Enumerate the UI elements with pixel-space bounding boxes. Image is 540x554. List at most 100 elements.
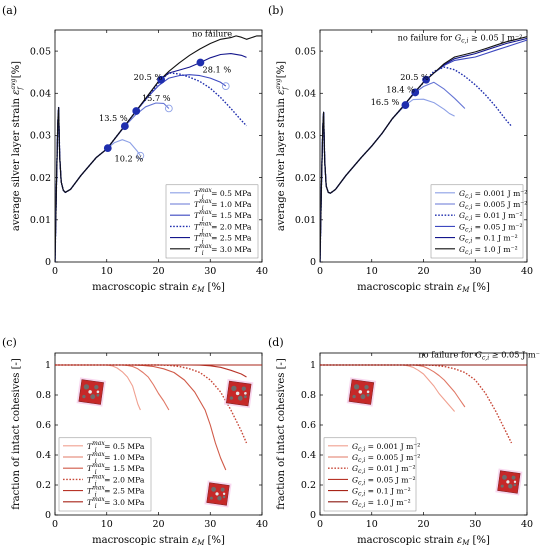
y-tick-label: 0.05 <box>30 46 51 57</box>
annotation-label: 16.5 % <box>371 97 400 107</box>
x-tick-label: 30 <box>469 519 481 530</box>
y-tick-label: 0 <box>310 257 316 268</box>
x-tick-label: 0 <box>317 266 323 277</box>
legend-label: Gc,i = 0.01 J m⁻² <box>352 464 416 475</box>
y-tick-label: 1 <box>45 360 51 371</box>
x-tick-label: 30 <box>204 519 216 530</box>
y-tick-label: 0.2 <box>301 480 316 491</box>
x-tick-label: 0 <box>52 519 58 530</box>
y-tick-label: 0.8 <box>301 390 316 401</box>
legend-label: Gc,i = 0.05 J m⁻² <box>352 475 416 486</box>
failure-marker <box>422 75 430 84</box>
failure-marker-open <box>165 104 173 113</box>
mesh-inset-image <box>346 377 377 407</box>
y-axis-label: fraction of intact cohesives [-] <box>276 358 287 510</box>
chart-panel-a: (a) 0 10 20 30 40 0 0.01 0.02 0.03 0.04 0.05 macrosc… <box>2 4 268 294</box>
legend-label: Tmax i = 3.0 MPa <box>194 243 252 257</box>
x-tick-label: 10 <box>101 266 113 277</box>
legend-label: Tmax i = 2.0 MPa <box>194 220 252 234</box>
legend: Gc,i = 0.001 J m⁻²Gc,i = 0.005 J m⁻²Gc,i… <box>323 437 420 512</box>
chart-panel-d: (d) 0 10 20 30 40 0 0.2 0.4 0.6 0.8 1 macroscopic st… <box>268 336 540 547</box>
legend-label: Gc,i = 0.1 J m⁻² <box>459 234 518 245</box>
y-tick-label: 0.2 <box>36 480 51 491</box>
y-tick-label: 0.04 <box>30 88 51 99</box>
annotation-label: 28.1 % <box>202 65 231 75</box>
x-axis-label: macroscopic strain εM [%] <box>357 282 490 294</box>
x-tick-label: 10 <box>366 266 378 277</box>
mesh-inset-image <box>204 480 232 508</box>
mesh-inset-image <box>76 377 106 407</box>
legend-label: Tmax i = 1.0 MPa <box>194 198 252 212</box>
x-tick-label: 40 <box>256 519 268 530</box>
legend-label: Gc,i = 1.0 J m⁻² <box>352 498 411 509</box>
failure-marker <box>411 88 420 97</box>
legend-label: Tmax i = 1.0 MPa <box>87 451 145 465</box>
y-tick-label: 0 <box>45 257 51 268</box>
legend-label: Gc,i = 0.01 J m⁻² <box>459 211 523 222</box>
legend-label: Tmax i = 1.5 MPa <box>87 462 145 476</box>
legend-label: Tmax i = 2.5 MPa <box>194 232 252 246</box>
failure-marker-open <box>221 82 230 90</box>
failure-marker <box>196 58 205 67</box>
annotation-label: 20.5 % <box>400 72 429 82</box>
y-tick-label: 0 <box>45 510 51 521</box>
x-tick-label: 30 <box>204 266 216 277</box>
y-tick-label: 0.4 <box>36 450 51 461</box>
x-tick-label: 20 <box>152 519 164 530</box>
x-axis-label: macroscopic strain εM [%] <box>357 535 490 547</box>
legend: Gc,i = 0.001 J m⁻²Gc,i = 0.005 J m⁻²Gc,i… <box>430 184 527 259</box>
mesh-inset-image <box>495 468 523 496</box>
x-tick-label: 30 <box>469 266 481 277</box>
annotation-label: 18.4 % <box>386 84 415 94</box>
chart-panel-b: (b) 0 10 20 30 40 0 0.01 0.02 0.03 0.04 0.05 macrosc… <box>268 4 533 294</box>
legend-label: Gc,i = 0.005 J m⁻² <box>352 453 420 464</box>
legend-label: Tmax i = 2.0 MPa <box>87 473 145 487</box>
annotation-label: 15.7 % <box>142 93 171 103</box>
x-tick-label: 20 <box>152 266 164 277</box>
panel-label: (a) <box>2 4 17 17</box>
panel-label: (c) <box>2 336 17 349</box>
x-tick-label: 40 <box>521 266 533 277</box>
y-tick-label: 0.03 <box>295 131 316 142</box>
y-tick-label: 0.04 <box>295 88 316 99</box>
y-axis-label: average silver layer strain εavgf [%] <box>275 61 289 231</box>
x-axis-label: macroscopic strain εM [%] <box>92 535 225 547</box>
x-tick-label: 0 <box>317 519 323 530</box>
x-axis-label: macroscopic strain εM [%] <box>92 282 225 294</box>
y-tick-label: 0.01 <box>30 215 51 226</box>
chart-panel-c: (c) 0 10 20 30 40 0 0.2 0.4 0.6 0.8 1 macroscopic st… <box>2 336 268 547</box>
failure-marker <box>132 107 141 115</box>
series-line-6 <box>320 36 527 262</box>
legend-label: Tmax i = 1.5 MPa <box>194 209 252 223</box>
y-axis-label: average silver layer strain εavgf [%] <box>10 61 24 231</box>
failure-marker-open <box>136 151 145 160</box>
legend-label: Tmax i = 3.0 MPa <box>87 496 145 510</box>
annotation-label: 10.2 % <box>115 154 144 164</box>
legend-label: Gc,i = 1.0 J m⁻² <box>459 245 518 256</box>
y-tick-label: 0.8 <box>36 390 51 401</box>
annotation-label: 13.5 % <box>99 113 128 123</box>
y-tick-label: 0.6 <box>36 420 51 431</box>
y-tick-label: 0.05 <box>295 46 316 57</box>
x-tick-label: 10 <box>101 519 113 530</box>
y-tick-label: 1 <box>310 360 316 371</box>
y-tick-label: 0 <box>310 510 316 521</box>
y-tick-label: 0.01 <box>295 215 316 226</box>
x-tick-label: 0 <box>52 266 58 277</box>
series-line-4 <box>55 364 248 444</box>
legend-label: Gc,i = 0.05 J m⁻² <box>459 222 523 233</box>
x-tick-label: 40 <box>256 266 268 277</box>
y-tick-label: 0.4 <box>301 450 316 461</box>
panel-label: (b) <box>268 4 284 17</box>
y-axis-label: fraction of intact cohesives [-] <box>11 358 22 510</box>
legend-label: Tmax i = 2.5 MPa <box>87 485 145 499</box>
annotation-label: 20.5 % <box>134 72 163 82</box>
legend-label: Gc,i = 0.001 J m⁻² <box>459 189 527 200</box>
x-tick-label: 20 <box>417 519 429 530</box>
y-tick-label: 0.02 <box>295 173 316 184</box>
x-tick-label: 20 <box>417 266 429 277</box>
legend-label: Tmax i = 0.5 MPa <box>194 187 252 201</box>
annotation-label: no failure for Gc,i ≥ 0.05 J m⁻² <box>398 33 523 45</box>
